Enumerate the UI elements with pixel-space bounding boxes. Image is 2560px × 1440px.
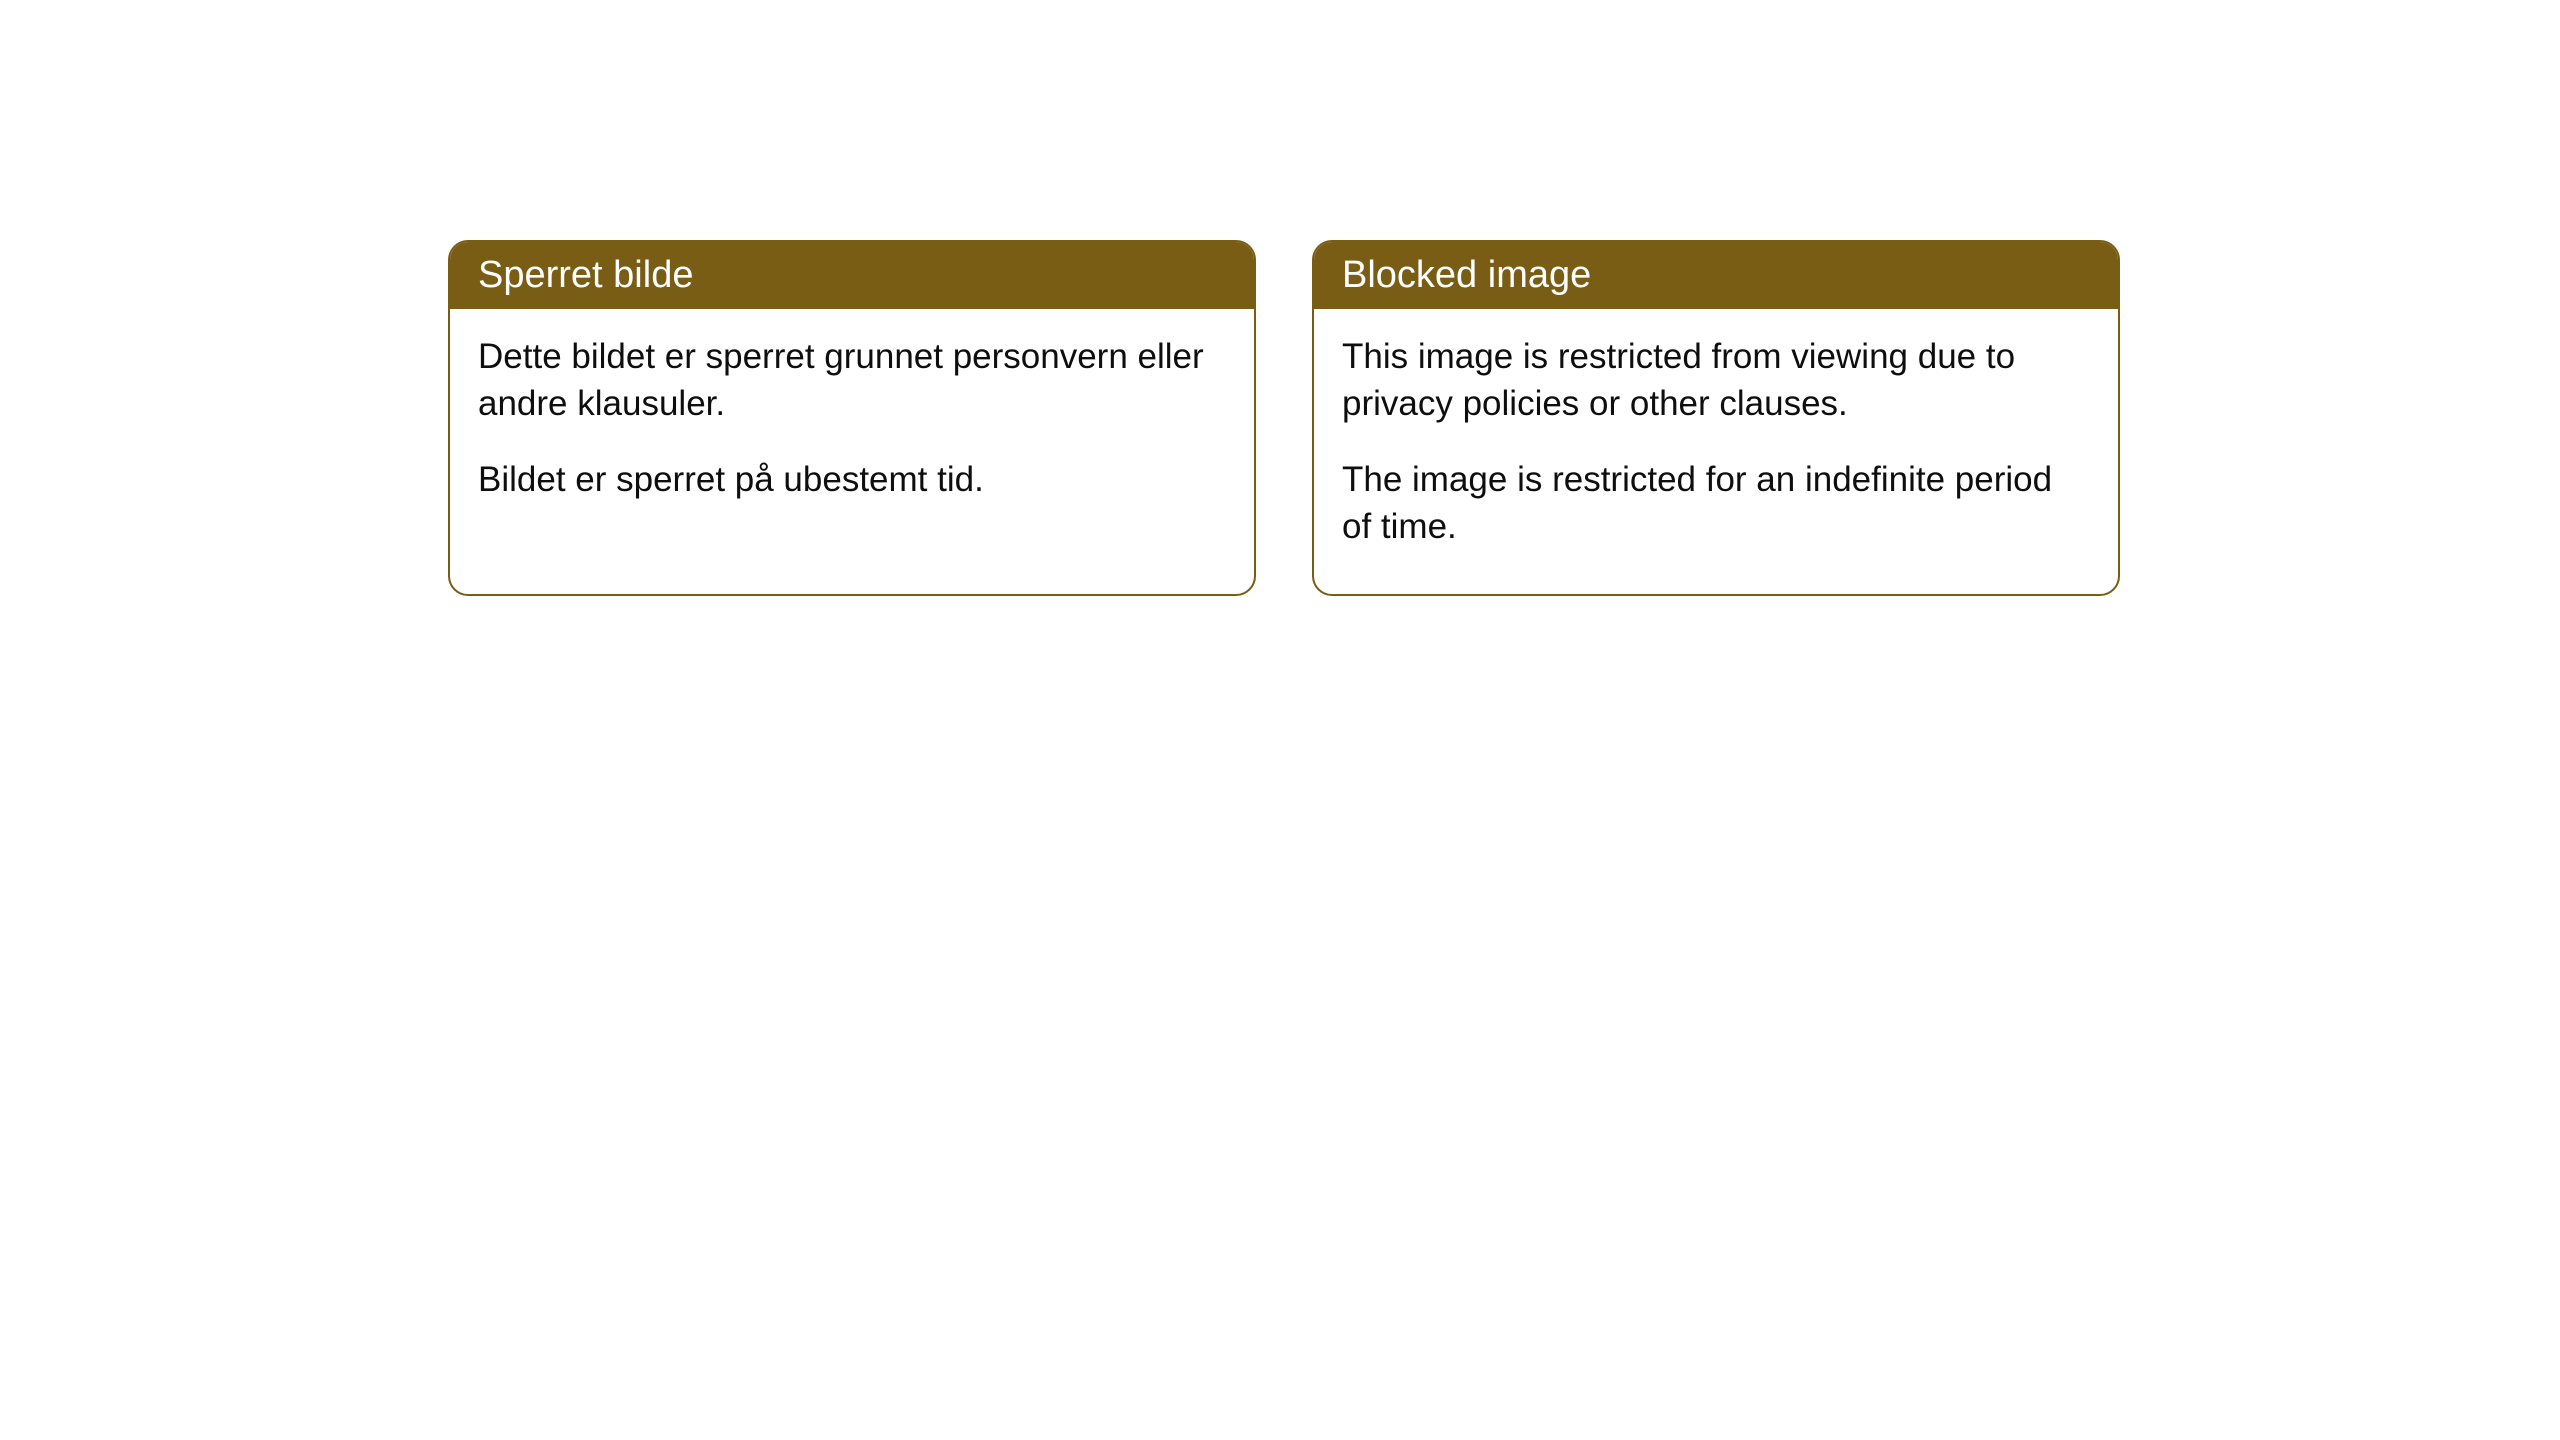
card-body: This image is restricted from viewing du…	[1314, 309, 2118, 594]
card-paragraph: This image is restricted from viewing du…	[1342, 333, 2090, 428]
card-header: Sperret bilde	[450, 242, 1254, 309]
card-title: Blocked image	[1342, 254, 1591, 296]
notice-cards-container: Sperret bilde Dette bildet er sperret gr…	[448, 240, 2120, 596]
card-paragraph: The image is restricted for an indefinit…	[1342, 456, 2090, 551]
card-title: Sperret bilde	[478, 254, 693, 296]
card-header: Blocked image	[1314, 242, 2118, 309]
card-paragraph: Dette bildet er sperret grunnet personve…	[478, 333, 1226, 428]
card-paragraph: Bildet er sperret på ubestemt tid.	[478, 456, 1226, 503]
notice-card-english: Blocked image This image is restricted f…	[1312, 240, 2120, 596]
card-body: Dette bildet er sperret grunnet personve…	[450, 309, 1254, 547]
notice-card-norwegian: Sperret bilde Dette bildet er sperret gr…	[448, 240, 1256, 596]
